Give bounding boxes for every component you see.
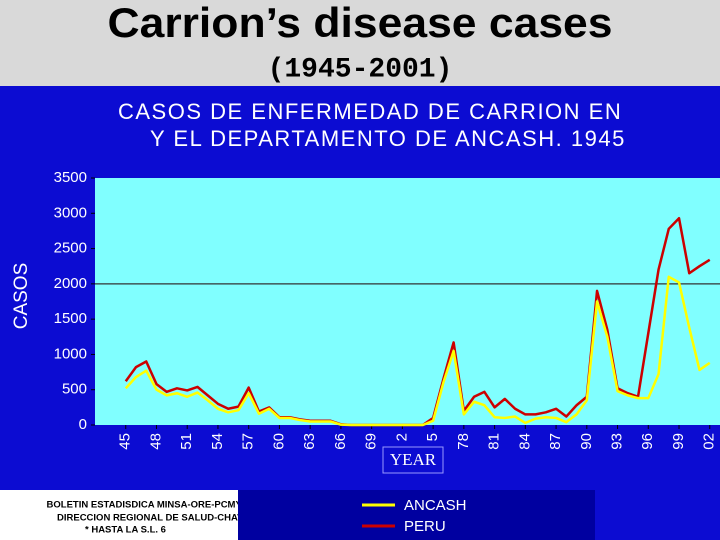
series-line <box>124 275 711 427</box>
x-tick-label: 63 <box>301 433 318 450</box>
header-band <box>0 0 720 86</box>
x-axis-label-box <box>382 446 444 474</box>
x-tick-label: 60 <box>270 433 287 450</box>
x-tick-label: 84 <box>516 433 533 450</box>
x-tick-label: 87 <box>547 433 564 450</box>
legend-box <box>238 490 595 540</box>
legend-label: ANCASH <box>404 497 467 514</box>
y-tick-label: 0 <box>79 416 87 433</box>
x-tick-label: 99 <box>670 433 687 450</box>
x-axis-label: YEAR <box>390 450 437 469</box>
y-tick-label: 2000 <box>54 275 87 292</box>
y-tick-label: 2500 <box>54 240 87 257</box>
legend-label: PERU <box>404 518 446 535</box>
y-tick-label: 1500 <box>54 310 87 327</box>
plot: 0 500 1000 1500 2000 2500 3000 3500 45 48 51 54 57 60… <box>54 169 720 450</box>
slide-title: Carrion’s disease cases <box>108 0 613 46</box>
slide-subtitle: (1945-2001) <box>268 54 453 85</box>
x-tick-label: 90 <box>578 433 595 450</box>
chart-title: CASOS DE ENFERMEDAD DE CARRION EN <box>118 99 622 124</box>
x-tick-label: 69 <box>363 433 380 450</box>
x-tick-label: 96 <box>639 433 656 450</box>
y-tick-label: 3000 <box>54 204 87 221</box>
x-tick-label: 81 <box>486 433 503 450</box>
source-line: DIRECCION REGIONAL DE SALUD-CHAVIN <box>57 513 253 524</box>
source-line: BOLETIN ESTADISDICA MINSA-ORE-PCMYOEM <box>47 500 264 511</box>
source-box <box>0 490 238 540</box>
x-tick-label: 93 <box>609 433 626 450</box>
chart-subtitle: Y EL DEPARTAMENTO DE ANCASH. 1945 <box>150 126 626 151</box>
x-tick-label: 02 <box>701 433 718 450</box>
y-axis-label: CASOS <box>11 263 32 330</box>
x-tick-label: 54 <box>209 433 226 450</box>
x-tick-label: 51 <box>178 433 195 450</box>
plot-area <box>95 178 720 425</box>
x-tick-label: 57 <box>240 433 257 450</box>
x-tick-label: 66 <box>332 433 349 450</box>
y-tick-label: 1000 <box>54 345 87 362</box>
legend: ANCASH PERU <box>362 497 467 535</box>
x-tick-label: 5 <box>424 433 441 441</box>
y-tick-label: 500 <box>62 381 87 398</box>
x-tick-label: 2 <box>393 433 410 441</box>
x-tick-label: 78 <box>455 433 472 450</box>
x-tick-label: 48 <box>147 433 164 450</box>
source-line: * HASTA LA S.L. 6 <box>85 525 166 536</box>
x-tick-label: 45 <box>117 433 134 450</box>
y-tick-label: 3500 <box>54 169 87 186</box>
